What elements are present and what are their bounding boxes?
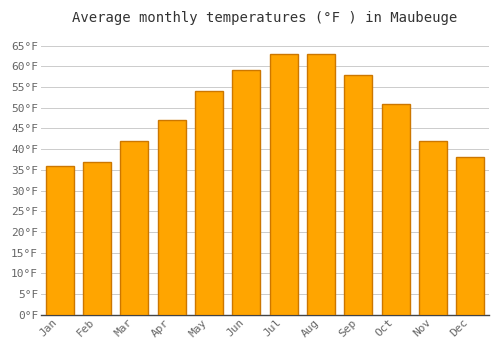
Bar [270, 54, 297, 315]
Bar [232, 70, 260, 315]
Bar [83, 162, 111, 315]
Bar [46, 166, 74, 315]
Bar [382, 104, 409, 315]
Bar [344, 75, 372, 315]
Bar [158, 120, 186, 315]
Bar [120, 141, 148, 315]
Bar [419, 141, 447, 315]
Bar [195, 91, 223, 315]
Bar [456, 158, 484, 315]
Bar [307, 54, 335, 315]
Title: Average monthly temperatures (°F ) in Maubeuge: Average monthly temperatures (°F ) in Ma… [72, 11, 458, 25]
